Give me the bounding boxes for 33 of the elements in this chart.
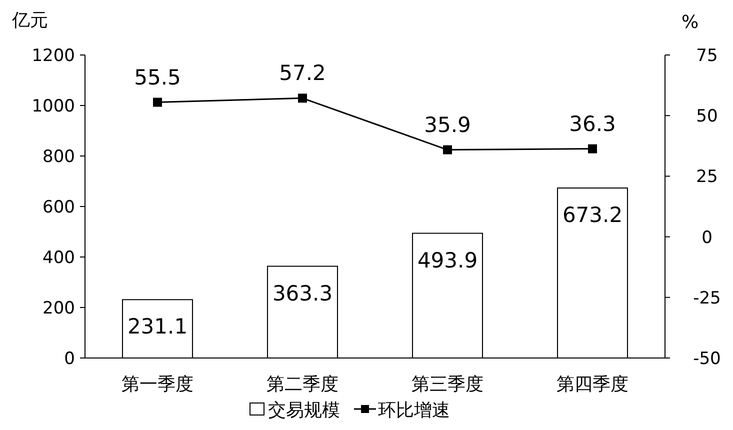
y-axis-title: 亿元 (11, 10, 48, 31)
y2-tick-label: 75 (696, 46, 718, 66)
y2-tick-label: -50 (693, 349, 721, 369)
y-tick-label: 800 (42, 147, 75, 167)
data-label: 673.2 (562, 203, 623, 228)
x-tick-label: 第二季度 (266, 374, 338, 395)
y-tick-label: 1200 (32, 46, 75, 66)
y2-tick-label: 50 (696, 106, 718, 127)
data-label: 231.1 (127, 314, 188, 339)
y2-tick-label: 25 (696, 167, 718, 188)
legend-label: 交易规模 (268, 400, 340, 421)
y2-tick-label: 0 (702, 228, 712, 248)
y-tick-label: 1000 (32, 96, 75, 116)
x-tick-label: 第一季度 (122, 374, 194, 395)
point (588, 144, 597, 154)
data-label: 35.9 (424, 112, 471, 137)
y2-axis-title: % (681, 12, 699, 33)
y-tick-label: 600 (42, 198, 75, 218)
data-label: 55.5 (134, 65, 181, 90)
data-label: 493.9 (417, 248, 478, 272)
x-tick-label: 第三季度 (412, 374, 484, 395)
point (298, 94, 307, 103)
point (153, 98, 162, 107)
y2-tick-label: -25 (693, 288, 721, 308)
data-label: 36.3 (569, 112, 616, 136)
data-label: 57.2 (279, 61, 326, 86)
y-tick-label: 400 (42, 248, 75, 268)
data-label: 363.3 (272, 281, 333, 306)
y-tick-label: 200 (42, 298, 75, 318)
y-tick-label: 0 (64, 349, 75, 369)
point (443, 145, 452, 154)
x-tick-label: 第四季度 (556, 374, 628, 395)
legend-label: 环比增速 (378, 400, 450, 421)
